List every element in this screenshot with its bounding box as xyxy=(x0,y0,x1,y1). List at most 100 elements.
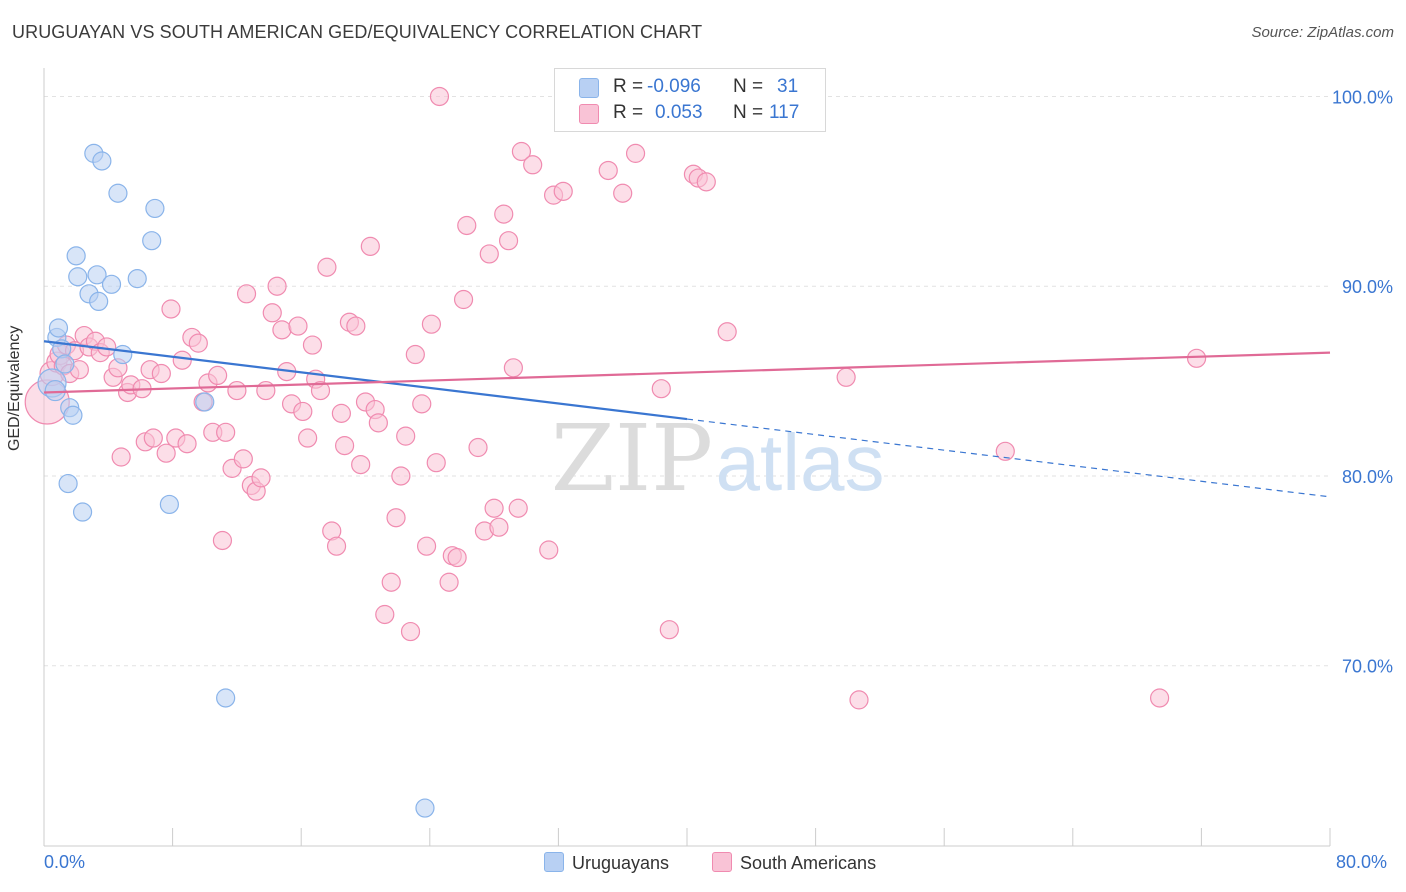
uruguayan-point xyxy=(108,183,128,203)
bottom-legend-swatch-uruguayans xyxy=(544,852,564,872)
south-american-point xyxy=(447,547,467,568)
bottom-legend-south-americans: South Americans xyxy=(712,852,876,874)
legend-swatch-uruguayans xyxy=(579,78,599,98)
axes xyxy=(43,68,1331,847)
south-american-point xyxy=(416,536,437,556)
legend-row-uruguayans: R = -0.096 N = 31 xyxy=(555,74,825,100)
south-american-point xyxy=(553,181,573,201)
y-tick-label: 90.0% xyxy=(1342,277,1393,297)
south-american-point xyxy=(375,604,395,625)
south-american-point xyxy=(995,441,1015,461)
uruguayan-point xyxy=(101,274,122,294)
south-american-point xyxy=(421,314,442,334)
south-american-point xyxy=(523,155,543,175)
south-american-point xyxy=(391,466,411,486)
legend-row-south-americans: R = 0.053 N = 117 xyxy=(555,100,825,126)
uruguayan-point xyxy=(89,291,109,311)
y-tick-labels: 100.0% 90.0% 80.0% 70.0% xyxy=(1332,87,1393,676)
south-american-point xyxy=(598,160,618,181)
y-tick-label: 80.0% xyxy=(1342,467,1393,487)
south-american-point xyxy=(498,231,519,251)
uruguayan-point xyxy=(159,494,179,515)
uruguayans-trend-line xyxy=(43,340,688,421)
south-american-point xyxy=(503,358,523,378)
watermark-zip: ZIP xyxy=(551,405,713,512)
south-american-point xyxy=(412,394,432,414)
bottom-legend-label-uruguayans: Uruguayans xyxy=(572,853,670,873)
south-american-point xyxy=(849,690,869,710)
source-credit: Source: ZipAtlas.com xyxy=(1251,24,1394,41)
x-tick-label-min: 0.0% xyxy=(44,852,86,872)
uruguayan-point xyxy=(72,502,93,522)
legend-n-label: N = xyxy=(733,76,764,97)
uruguayan-point xyxy=(44,379,66,402)
uruguayan-point xyxy=(68,267,88,287)
south-american-point xyxy=(326,536,347,556)
south-american-point xyxy=(177,434,197,454)
south-american-point xyxy=(262,303,282,323)
south-american-point xyxy=(212,530,233,551)
south-american-point xyxy=(151,363,171,384)
watermark: ZIP atlas xyxy=(551,405,885,512)
south-american-point xyxy=(468,437,488,458)
uruguayan-point xyxy=(142,231,162,251)
south-american-point xyxy=(651,379,671,399)
south-american-point xyxy=(172,350,192,370)
legend-n-value: 31 xyxy=(777,76,799,97)
legend-r-label: R = xyxy=(613,76,644,97)
south-american-point xyxy=(511,141,532,162)
south-american-point xyxy=(405,344,425,365)
south-american-point xyxy=(256,380,276,401)
south-american-point xyxy=(331,403,351,423)
south-american-point xyxy=(368,413,388,433)
south-american-point xyxy=(381,572,401,592)
south-american-point xyxy=(717,322,737,342)
south-american-point xyxy=(335,436,355,456)
watermark-atlas: atlas xyxy=(716,418,885,507)
south-american-point xyxy=(227,380,247,401)
south-american-point xyxy=(143,428,163,448)
south-american-point xyxy=(317,257,337,277)
uruguayan-point xyxy=(66,246,86,266)
south-american-point xyxy=(836,367,856,387)
south-american-point xyxy=(298,428,318,448)
south-american-point xyxy=(396,426,416,446)
trend-lines xyxy=(43,340,1331,498)
south-american-point xyxy=(288,316,308,336)
uruguayan-point xyxy=(55,354,75,374)
south-american-point xyxy=(156,443,176,463)
south-american-point xyxy=(346,316,366,336)
y-axis-label: GED/Equivalency xyxy=(6,325,23,451)
uruguayan-point xyxy=(216,688,236,708)
uruguayans-points xyxy=(37,143,435,818)
south-american-point xyxy=(236,284,257,304)
legend-r-value: -0.096 xyxy=(647,76,701,97)
legend-n-value: 117 xyxy=(769,102,800,123)
south-american-point xyxy=(386,508,406,528)
x-tick-label-max: 80.0% xyxy=(1336,852,1388,872)
south-american-point xyxy=(360,236,380,256)
south-american-point xyxy=(233,449,253,469)
south-american-point xyxy=(351,454,371,475)
uruguayan-point xyxy=(92,151,112,171)
south-american-point xyxy=(426,453,446,473)
uruguayan-point xyxy=(145,198,165,219)
legend-swatch-south-americans xyxy=(579,104,599,124)
uruguayan-point xyxy=(113,344,133,365)
south-american-point xyxy=(696,172,716,192)
correlation-legend: R = -0.096 N = 31 R = 0.053 N = 117 xyxy=(554,68,826,132)
south-american-point xyxy=(302,335,323,355)
bottom-legend-uruguayans: Uruguayans xyxy=(544,852,669,874)
south-american-point xyxy=(429,86,450,107)
uruguayan-point xyxy=(127,269,147,289)
legend-r-label: R = xyxy=(613,102,644,123)
uruguayans-trend-extension xyxy=(686,418,1331,498)
legend-n-label: N = xyxy=(733,102,764,123)
south-american-point xyxy=(453,289,474,310)
south-american-point xyxy=(489,517,509,537)
south-american-point xyxy=(494,204,514,224)
uruguayan-point xyxy=(415,798,435,818)
bottom-legend-label-south-americans: South Americans xyxy=(740,853,877,873)
south-american-point xyxy=(111,447,131,467)
